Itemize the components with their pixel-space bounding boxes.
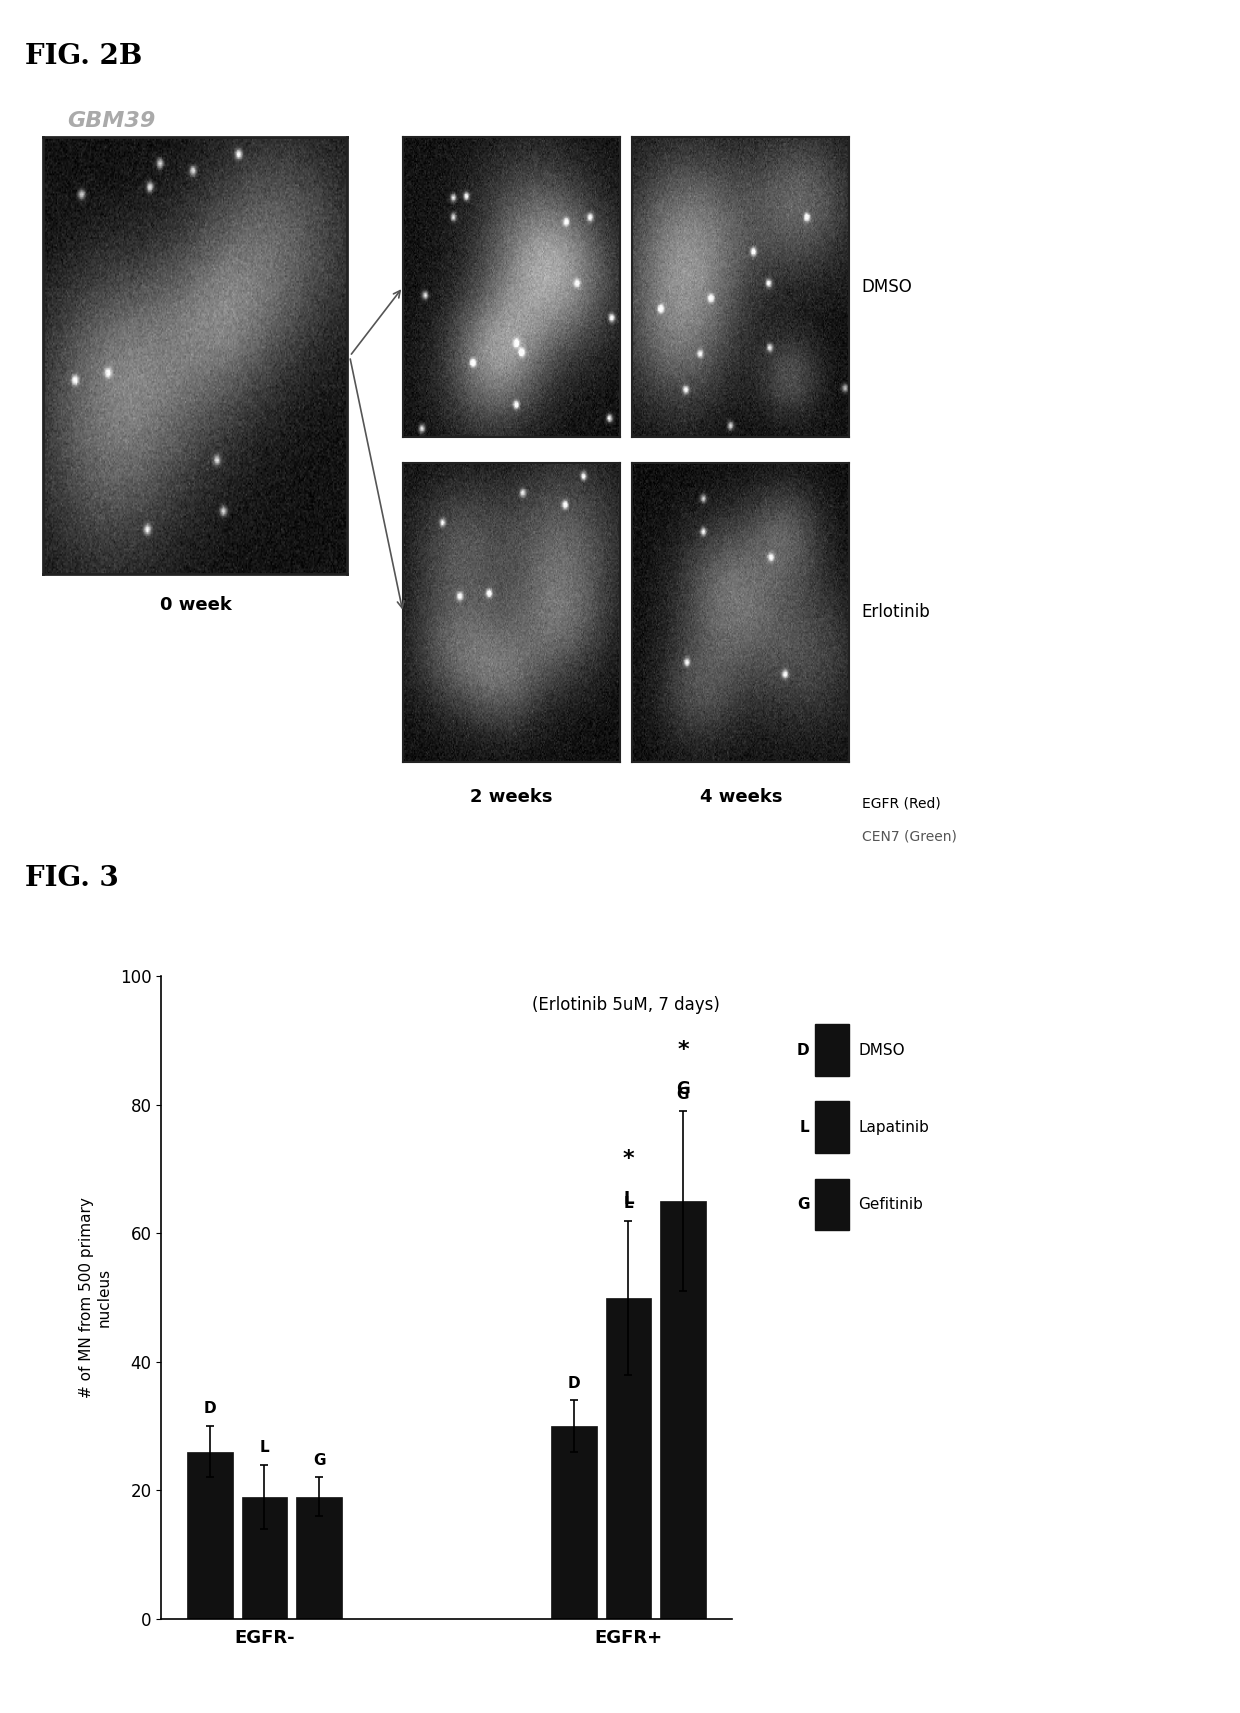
Text: 0 week: 0 week [160, 596, 232, 615]
Text: CEN7 (Green): CEN7 (Green) [862, 829, 957, 843]
Text: G: G [677, 1086, 689, 1101]
Text: DMSO: DMSO [862, 278, 913, 296]
Text: L: L [624, 1196, 634, 1211]
Text: L: L [259, 1441, 269, 1454]
Text: L: L [622, 1189, 634, 1208]
Text: FIG. 3: FIG. 3 [25, 865, 119, 892]
Text: G: G [312, 1453, 325, 1468]
Bar [660, 1201, 706, 1619]
Text: D: D [203, 1401, 216, 1417]
Text: 2 weeks: 2 weeks [470, 788, 553, 807]
Text: GBM39: GBM39 [67, 111, 156, 132]
Text: Gefitinib: Gefitinib [858, 1197, 923, 1211]
Text: G: G [676, 1081, 689, 1098]
Text: Erlotinib: Erlotinib [862, 603, 930, 622]
Text: *: * [677, 1040, 688, 1060]
Text: FIG. 2B: FIG. 2B [25, 43, 143, 70]
Bar [296, 1497, 342, 1619]
Bar [242, 1497, 288, 1619]
Text: D: D [797, 1043, 810, 1057]
Text: DMSO: DMSO [858, 1043, 905, 1057]
Text: *: * [622, 1149, 634, 1168]
Text: (Erlotinib 5uM, 7 days): (Erlotinib 5uM, 7 days) [532, 995, 720, 1014]
Text: L: L [800, 1120, 810, 1134]
Bar [187, 1453, 233, 1619]
Text: EGFR (Red): EGFR (Red) [862, 797, 941, 810]
Text: 4 weeks: 4 weeks [699, 788, 782, 807]
Y-axis label: # of MN from 500 primary
nucleus: # of MN from 500 primary nucleus [79, 1197, 112, 1398]
Text: G: G [797, 1197, 810, 1211]
Text: D: D [568, 1376, 580, 1391]
Bar [605, 1298, 651, 1619]
Text: Lapatinib: Lapatinib [858, 1120, 929, 1134]
Bar [551, 1425, 596, 1619]
